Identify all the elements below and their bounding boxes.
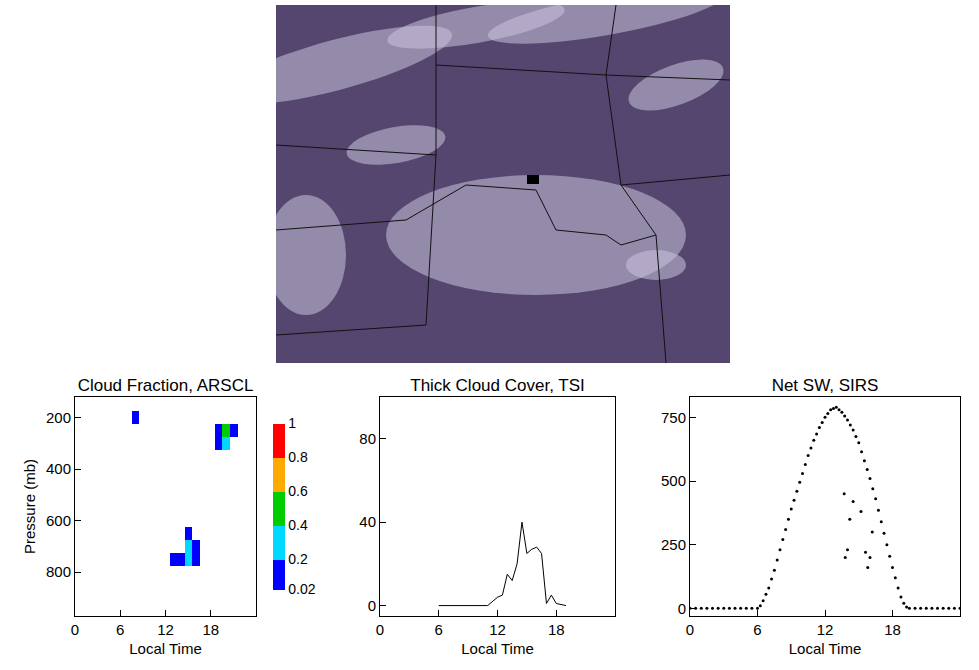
svg-text:18: 18 (884, 621, 901, 638)
svg-text:0: 0 (686, 621, 694, 638)
svg-text:200: 200 (46, 409, 71, 426)
svg-text:0.02: 0.02 (288, 581, 315, 597)
svg-text:1: 1 (288, 415, 296, 431)
svg-text:750: 750 (661, 409, 686, 426)
svg-text:0.2: 0.2 (288, 551, 308, 567)
svg-text:12: 12 (157, 621, 174, 638)
svg-text:80: 80 (359, 430, 376, 447)
svg-text:800: 800 (46, 563, 71, 580)
svg-text:0: 0 (368, 597, 376, 614)
svg-text:600: 600 (46, 512, 71, 529)
svg-text:0.4: 0.4 (288, 517, 308, 533)
svg-text:Local Time: Local Time (129, 640, 202, 657)
svg-text:Pressure (mb): Pressure (mb) (21, 459, 38, 554)
svg-text:12: 12 (817, 621, 834, 638)
svg-text:Cloud Fraction, ARSCL: Cloud Fraction, ARSCL (78, 376, 254, 395)
svg-text:Local Time: Local Time (789, 640, 862, 657)
svg-text:6: 6 (753, 621, 761, 638)
svg-text:0: 0 (376, 621, 384, 638)
svg-text:18: 18 (202, 621, 219, 638)
svg-text:0: 0 (678, 600, 686, 617)
svg-text:Net SW, SIRS: Net SW, SIRS (772, 376, 879, 395)
svg-text:Thick Cloud Cover, TSI: Thick Cloud Cover, TSI (410, 376, 584, 395)
svg-text:250: 250 (661, 536, 686, 553)
svg-text:Local Time: Local Time (461, 640, 534, 657)
svg-text:0.8: 0.8 (288, 449, 308, 465)
svg-text:0.6: 0.6 (288, 483, 308, 499)
svg-text:500: 500 (661, 472, 686, 489)
svg-text:0: 0 (71, 621, 79, 638)
svg-text:40: 40 (359, 513, 376, 530)
svg-text:12: 12 (489, 621, 506, 638)
svg-text:400: 400 (46, 460, 71, 477)
svg-text:18: 18 (548, 621, 565, 638)
svg-text:6: 6 (435, 621, 443, 638)
svg-text:6: 6 (116, 621, 124, 638)
